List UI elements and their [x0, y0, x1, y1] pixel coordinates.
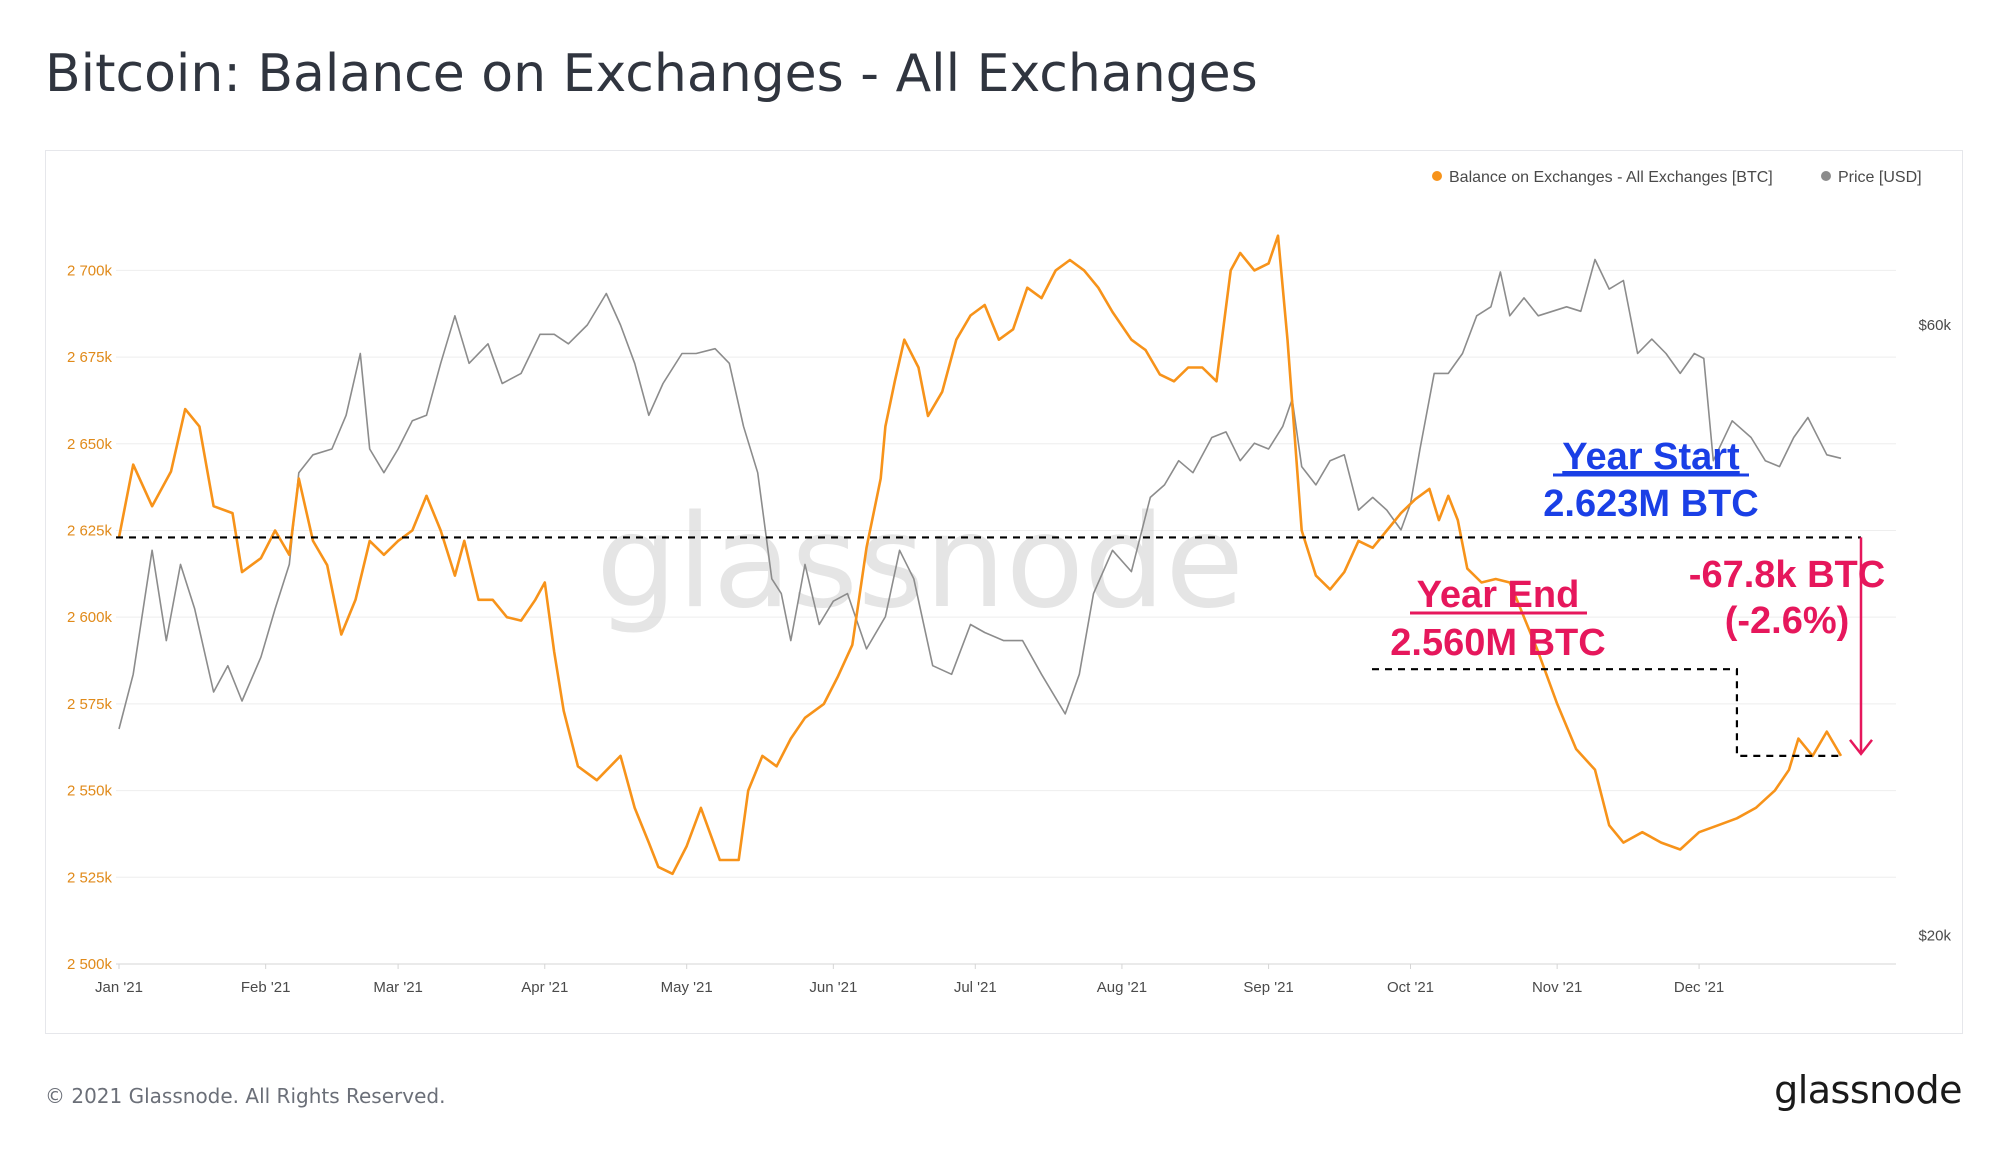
year-end-value: 2.560M BTC: [1390, 622, 1605, 664]
y-left-tick-label: 2 550k: [67, 783, 113, 800]
x-tick-label: Oct '21: [1387, 979, 1434, 996]
y-left-tick-label: 2 650k: [67, 436, 113, 453]
x-tick-label: Nov '21: [1532, 979, 1582, 996]
series-layer: [117, 234, 1843, 876]
watermark-text: glassnode: [596, 488, 1244, 637]
price-usd-line: [118, 258, 1842, 730]
year-start-label: Year Start: [1562, 436, 1740, 478]
x-tick-label: Mar '21: [373, 979, 423, 996]
x-tick-label: Feb '21: [241, 979, 291, 996]
legend-dot-balance: [1432, 171, 1442, 181]
y-left-tick-label: 2 700k: [67, 262, 113, 279]
y-left-tick-label: 2 500k: [67, 956, 113, 973]
y-right-tick-label: $20k: [1918, 927, 1951, 944]
year-start-value: 2.623M BTC: [1543, 483, 1758, 525]
x-tick-label: Jul '21: [954, 979, 997, 996]
y-left-tick-label: 2 675k: [67, 349, 113, 366]
balance-on-exchanges-line: [117, 234, 1843, 876]
legend-label-price[interactable]: Price [USD]: [1838, 169, 1922, 186]
x-tick-label: May '21: [661, 979, 713, 996]
year-end-label: Year End: [1417, 574, 1580, 616]
change-arrow-head-icon: [1849, 739, 1873, 756]
x-tick-label: Dec '21: [1674, 979, 1724, 996]
x-tick-label: Jan '21: [95, 979, 143, 996]
x-tick-label: Aug '21: [1097, 979, 1147, 996]
x-tick-label: Apr '21: [521, 979, 568, 996]
footer-copyright: © 2021 Glassnode. All Rights Reserved.: [45, 1084, 446, 1108]
y-left-tick-label: 2 525k: [67, 869, 113, 886]
change-value-label: -67.8k BTC: [1689, 554, 1885, 596]
chart-svg: glassnode 2 500k 2 525k 2 550k 2 575k 2 600k…: [67, 169, 1952, 996]
change-percent-label: (-2.6%): [1725, 600, 1850, 642]
y-left-tick-label: 2 600k: [67, 609, 113, 626]
legend-label-balance[interactable]: Balance on Exchanges - All Exchanges [BT…: [1449, 169, 1773, 186]
x-tick-label: Jun '21: [809, 979, 857, 996]
y-right-tick-label: $60k: [1918, 317, 1951, 334]
year-end-dashed-line: [1372, 668, 1841, 758]
legend: Balance on Exchanges - All Exchanges [BT…: [1432, 169, 1922, 186]
y-left-tick-label: 2 625k: [67, 522, 113, 539]
footer-brand-logo: glassnode: [1774, 1068, 1962, 1112]
legend-dot-price: [1821, 171, 1831, 181]
y-left-tick-label: 2 575k: [67, 696, 113, 713]
annotation-layer: Year Start 2.623M BTC Year End 2.560M BT…: [116, 436, 1885, 758]
axis-layer: 2 500k 2 525k 2 550k 2 575k 2 600k 2 625k 2 65…: [67, 262, 1952, 996]
page-title: Bitcoin: Balance on Exchanges - All Exch…: [45, 44, 1258, 104]
x-tick-label: Sep '21: [1243, 979, 1293, 996]
chart-frame: glassnode 2 500k 2 525k 2 550k 2 575k 2 600k…: [45, 150, 1963, 1034]
